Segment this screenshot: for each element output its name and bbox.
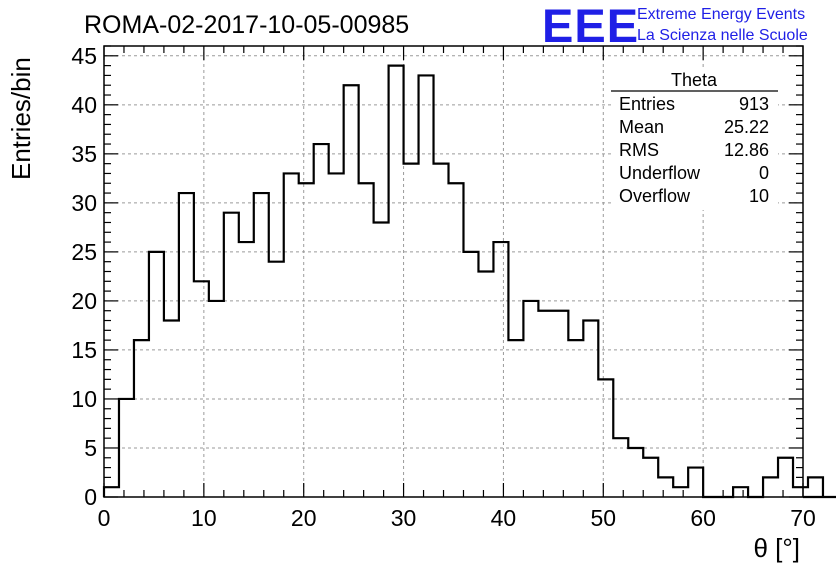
stats-box: Theta Entries 913 Mean 25.22 RMS 12.86 Underfl… <box>611 68 778 210</box>
histogram-bin <box>598 379 613 497</box>
histogram-bin <box>299 183 314 497</box>
histogram-bin <box>254 193 269 497</box>
logo-mark: EEE <box>542 0 639 52</box>
stats-label: Mean <box>619 117 664 137</box>
histogram-bin <box>419 75 434 497</box>
stats-value: 0 <box>759 163 769 183</box>
x-tick-label: 50 <box>590 505 616 531</box>
histogram-bin <box>104 487 119 497</box>
chart-title: ROMA-02-2017-10-05-00985 <box>84 11 409 39</box>
histogram-bin <box>463 252 478 497</box>
y-tick-label: 35 <box>71 141 97 167</box>
stats-rows: Entries 913 Mean 25.22 RMS 12.86 Underflow 0 Ove… <box>619 94 769 206</box>
histogram-bin <box>658 477 673 497</box>
histogram-bin <box>553 311 568 497</box>
histogram-bin <box>224 213 239 497</box>
x-axis-label: θ [°] <box>753 533 800 563</box>
histogram-bin <box>434 164 449 497</box>
histogram-bin <box>389 66 404 497</box>
y-tick-label: 25 <box>71 239 97 265</box>
histogram-bin <box>269 262 284 497</box>
y-axis-label: Entries/bin <box>6 57 36 180</box>
y-tick-label: 30 <box>71 190 97 216</box>
x-tick-label: 60 <box>690 505 716 531</box>
histogram-bin <box>194 281 209 497</box>
y-tick-label: 45 <box>71 43 97 69</box>
stats-label: RMS <box>619 140 659 160</box>
histogram-bin <box>523 301 538 497</box>
histogram-bin <box>643 458 658 497</box>
histogram-bin <box>733 487 748 497</box>
x-tick-label: 20 <box>291 505 317 531</box>
histogram-bin <box>478 272 493 498</box>
logo-line-2: La Scienza nelle Scuole <box>637 27 808 44</box>
eee-logo: EEE Extreme Energy Events La Scienza nel… <box>542 0 808 52</box>
histogram-bin <box>374 222 389 497</box>
histogram-bin <box>673 487 688 497</box>
histogram-bin <box>538 311 553 497</box>
histogram-bin <box>359 183 374 497</box>
x-tick-label: 0 <box>98 505 111 531</box>
histogram-bin <box>119 399 134 497</box>
y-tick-label: 15 <box>71 337 97 363</box>
stats-title: Theta <box>671 70 718 90</box>
histogram-bin <box>568 340 583 497</box>
stats-value: 12.86 <box>724 140 769 160</box>
tick-labels: 0 10 20 30 40 50 60 70 0 5 10 15 20 25 30 35 40 45 <box>71 43 815 531</box>
histogram-bin <box>404 164 419 497</box>
stats-label: Entries <box>619 94 675 114</box>
histogram-bin <box>134 340 149 497</box>
histogram-bin <box>628 448 643 497</box>
y-tick-label: 20 <box>71 288 97 314</box>
histogram-bin <box>583 321 598 497</box>
histogram-bin <box>449 183 464 497</box>
x-tick-label: 30 <box>391 505 417 531</box>
y-tick-label: 10 <box>71 386 97 412</box>
x-tick-label: 40 <box>491 505 517 531</box>
stats-value: 913 <box>739 94 769 114</box>
histogram-bin <box>239 242 254 497</box>
histogram-bin <box>329 173 344 497</box>
axis-ticks <box>103 45 804 498</box>
stats-value: 10 <box>749 186 769 206</box>
histogram-bin <box>763 477 778 497</box>
histogram-bin <box>508 340 523 497</box>
stats-value: 25.22 <box>724 117 769 137</box>
stats-label: Overflow <box>619 186 691 206</box>
histogram-bin <box>314 144 329 497</box>
y-tick-label: 40 <box>71 92 97 118</box>
histogram-bin <box>793 487 808 497</box>
histogram-bin <box>179 193 194 497</box>
y-tick-label: 0 <box>84 484 97 510</box>
y-tick-label: 5 <box>84 435 97 461</box>
x-tick-label: 10 <box>191 505 217 531</box>
logo-line-1: Extreme Energy Events <box>637 6 805 23</box>
stats-label: Underflow <box>619 163 701 183</box>
histogram-bin <box>149 252 164 497</box>
grid-lines <box>103 46 804 498</box>
histogram-bin <box>284 173 299 497</box>
histogram-bin <box>808 477 823 497</box>
histogram-bin <box>778 458 793 497</box>
histogram-bin <box>613 438 628 497</box>
histogram-bin <box>493 242 508 497</box>
histogram-bin <box>344 85 359 497</box>
x-tick-label: 70 <box>790 505 816 531</box>
histogram-bin <box>688 468 703 497</box>
histogram-bin <box>209 301 224 497</box>
histogram-bin <box>164 321 179 497</box>
